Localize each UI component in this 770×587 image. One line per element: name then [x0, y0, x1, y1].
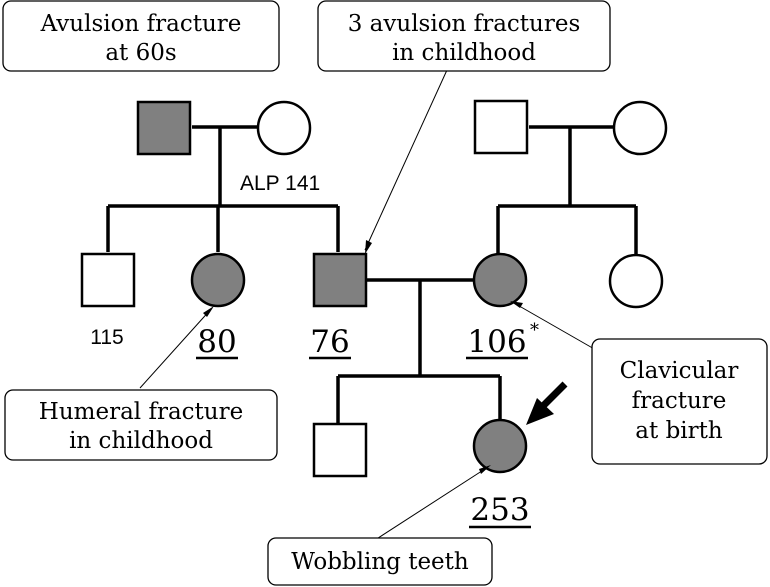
callout-line: Clavicular [620, 358, 739, 384]
aunt-symbol [190, 252, 246, 308]
maternal-aunt-symbol [608, 253, 664, 309]
uncle-symbol [80, 252, 136, 308]
callout-gp-father: Avulsion fracture at 60s [2, 0, 280, 72]
proband-callout-pointer [374, 466, 489, 541]
pedigree-lines [106, 125, 638, 424]
aunt-alp-value: 80 [197, 324, 236, 360]
mother-symbol [472, 252, 528, 308]
father-callout-pointer [364, 69, 448, 251]
callout-box [267, 537, 493, 586]
grandmother-alp-label: ALP 141 [240, 172, 320, 195]
proband-symbol [472, 418, 528, 474]
callout-box [591, 338, 768, 465]
callout-line: 3 avulsion fractures [348, 11, 581, 37]
callout-line: at birth [635, 418, 723, 444]
callout-line: fracture [632, 388, 727, 414]
maternal-grandfather-symbol [473, 99, 529, 155]
proband-arrow-icon [526, 381, 568, 425]
father-symbol [312, 252, 368, 308]
callout-father: 3 avulsion fractures in childhood [317, 0, 611, 72]
callout-box [2, 0, 280, 72]
callout-line: at 60s [105, 40, 176, 66]
callout-line: in childhood [392, 40, 536, 66]
pedigree-symbols [80, 99, 668, 478]
brother-symbol [312, 422, 368, 478]
uncle-alp-value: 115 [90, 326, 123, 349]
mother-callout-pointer [513, 302, 597, 351]
callout-line: Avulsion fracture [40, 11, 242, 37]
callout-aunt: Humeral fracture in childhood [4, 389, 278, 461]
callout-pointers [139, 69, 597, 541]
alp-labels: ALP 141 115 80 76 106 * 253 [90, 172, 539, 529]
maternal-grandmother-symbol [612, 100, 668, 156]
grandmother-symbol [256, 100, 312, 156]
callout-box [4, 389, 278, 461]
father-alp-value: 76 [310, 324, 349, 360]
callout-box [317, 0, 611, 72]
proband-alp-value: 253 [470, 492, 529, 528]
aunt-callout-pointer [139, 307, 213, 389]
mother-alp-value: 106 [467, 324, 526, 360]
mother-alp-asterisk: * [530, 320, 539, 341]
callout-proband: Wobbling teeth [267, 537, 493, 586]
callout-line: Wobbling teeth [291, 549, 469, 575]
callout-line: in childhood [69, 428, 213, 454]
grandfather-symbol [136, 100, 192, 156]
callout-mother: Clavicular fracture at birth [591, 338, 768, 465]
callout-line: Humeral fracture [39, 399, 243, 425]
